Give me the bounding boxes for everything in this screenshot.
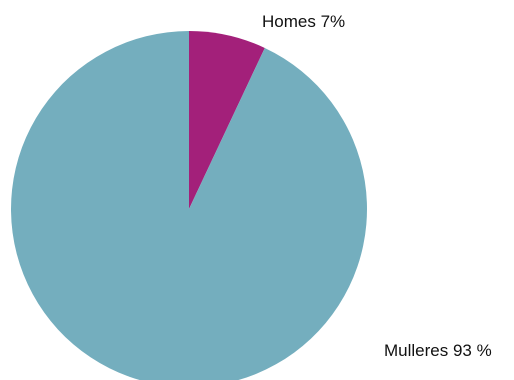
pie-slices (11, 31, 367, 380)
pie-slice-mulleres (11, 31, 367, 380)
slice-label-mulleres: Mulleres 93 % (384, 341, 492, 360)
pie-slice-homes (189, 31, 265, 209)
slice-label-homes: Homes 7% (262, 12, 345, 31)
